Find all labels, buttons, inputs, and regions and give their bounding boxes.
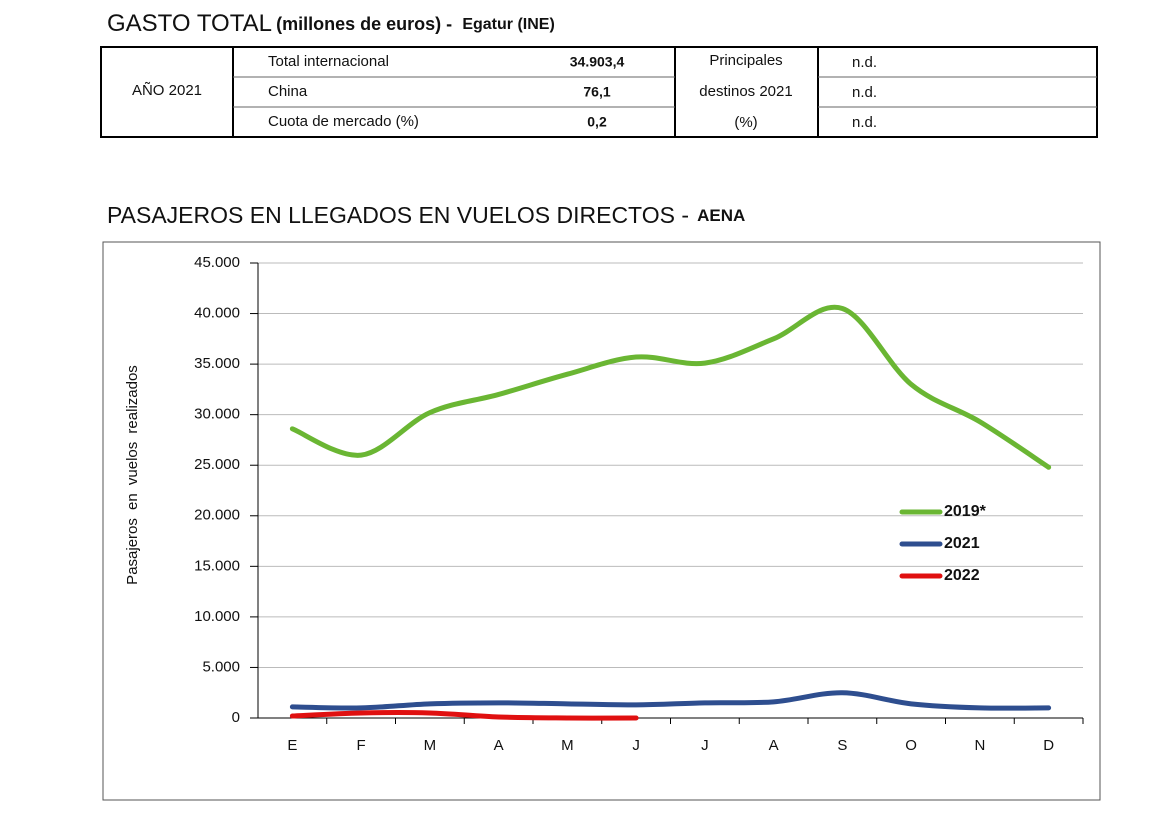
legend-label: 2021 (944, 535, 980, 552)
table-border (100, 46, 1098, 138)
row-label: Total internacional (268, 53, 389, 70)
line-series (289, 304, 1052, 470)
table-body: Total internacional 34.903,4 n.d. China 76,1… (268, 52, 877, 131)
header-source: Egatur (INE) (462, 16, 554, 33)
y-tick-label: 25.000 (194, 456, 240, 473)
row-nd: n.d. (852, 84, 877, 101)
row-nd: n.d. (852, 114, 877, 131)
line-series (289, 710, 639, 721)
x-tick-label: A (494, 737, 504, 754)
row-value: 34.903,4 (570, 54, 625, 70)
x-tick-label: S (837, 737, 847, 754)
x-tick-label: F (357, 737, 366, 754)
y-tick-label: 40.000 (194, 305, 240, 322)
y-tick-label: 5.000 (202, 658, 240, 675)
x-tick-label: J (701, 737, 709, 754)
y-tick-label: 35.000 (194, 355, 240, 372)
row-nd: n.d. (852, 54, 877, 71)
table-frame (100, 46, 1098, 138)
legend-label: 2019* (944, 503, 987, 520)
x-tick-label: D (1043, 737, 1054, 754)
row-label: Cuota de mercado (%) (268, 113, 419, 130)
line-series (289, 690, 1052, 711)
y-tick-label: 10.000 (194, 608, 240, 625)
y-tick-label: 45.000 (194, 254, 240, 271)
x-tick-label: M (424, 737, 437, 754)
side-label: destinos 2021 (699, 83, 792, 100)
row-value: 0,2 (587, 114, 607, 130)
table-year: AÑO 2021 (132, 82, 202, 99)
row-label: China (268, 83, 308, 100)
row-value: 76,1 (583, 84, 610, 100)
y-tick-label: 30.000 (194, 406, 240, 423)
chart-source: AENA (697, 206, 745, 225)
side-label: Principales (709, 52, 782, 69)
y-tick-label: 20.000 (194, 507, 240, 524)
header: GASTO TOTAL (millones de euros) - Egatur… (107, 10, 555, 37)
legend-label: 2022 (944, 567, 980, 584)
chart-title: PASAJEROS EN LLEGADOS EN VUELOS DIRECTOS… (107, 202, 689, 228)
plot: 0 5.000 10.000 15.000 20.000 25.000 30.000 35.0… (194, 254, 1084, 754)
x-tick-label: O (905, 737, 917, 754)
side-label: (%) (734, 114, 757, 131)
x-tick-label: N (974, 737, 985, 754)
x-tick-label: E (287, 737, 297, 754)
y-tick-label: 0 (232, 709, 240, 726)
x-tick-label: M (561, 737, 574, 754)
x-tick-label: J (632, 737, 640, 754)
chart-border (102, 241, 1101, 801)
header-title: GASTO TOTAL (107, 10, 272, 37)
y-axis-label: Pasajeros en vuelos realizados (124, 365, 141, 585)
header-unit: (millones de euros) - (276, 14, 452, 34)
x-tick-label: A (769, 737, 779, 754)
y-tick-label: 15.000 (194, 557, 240, 574)
chart-heading: PASAJEROS EN LLEGADOS EN VUELOS DIRECTOS… (107, 202, 745, 228)
